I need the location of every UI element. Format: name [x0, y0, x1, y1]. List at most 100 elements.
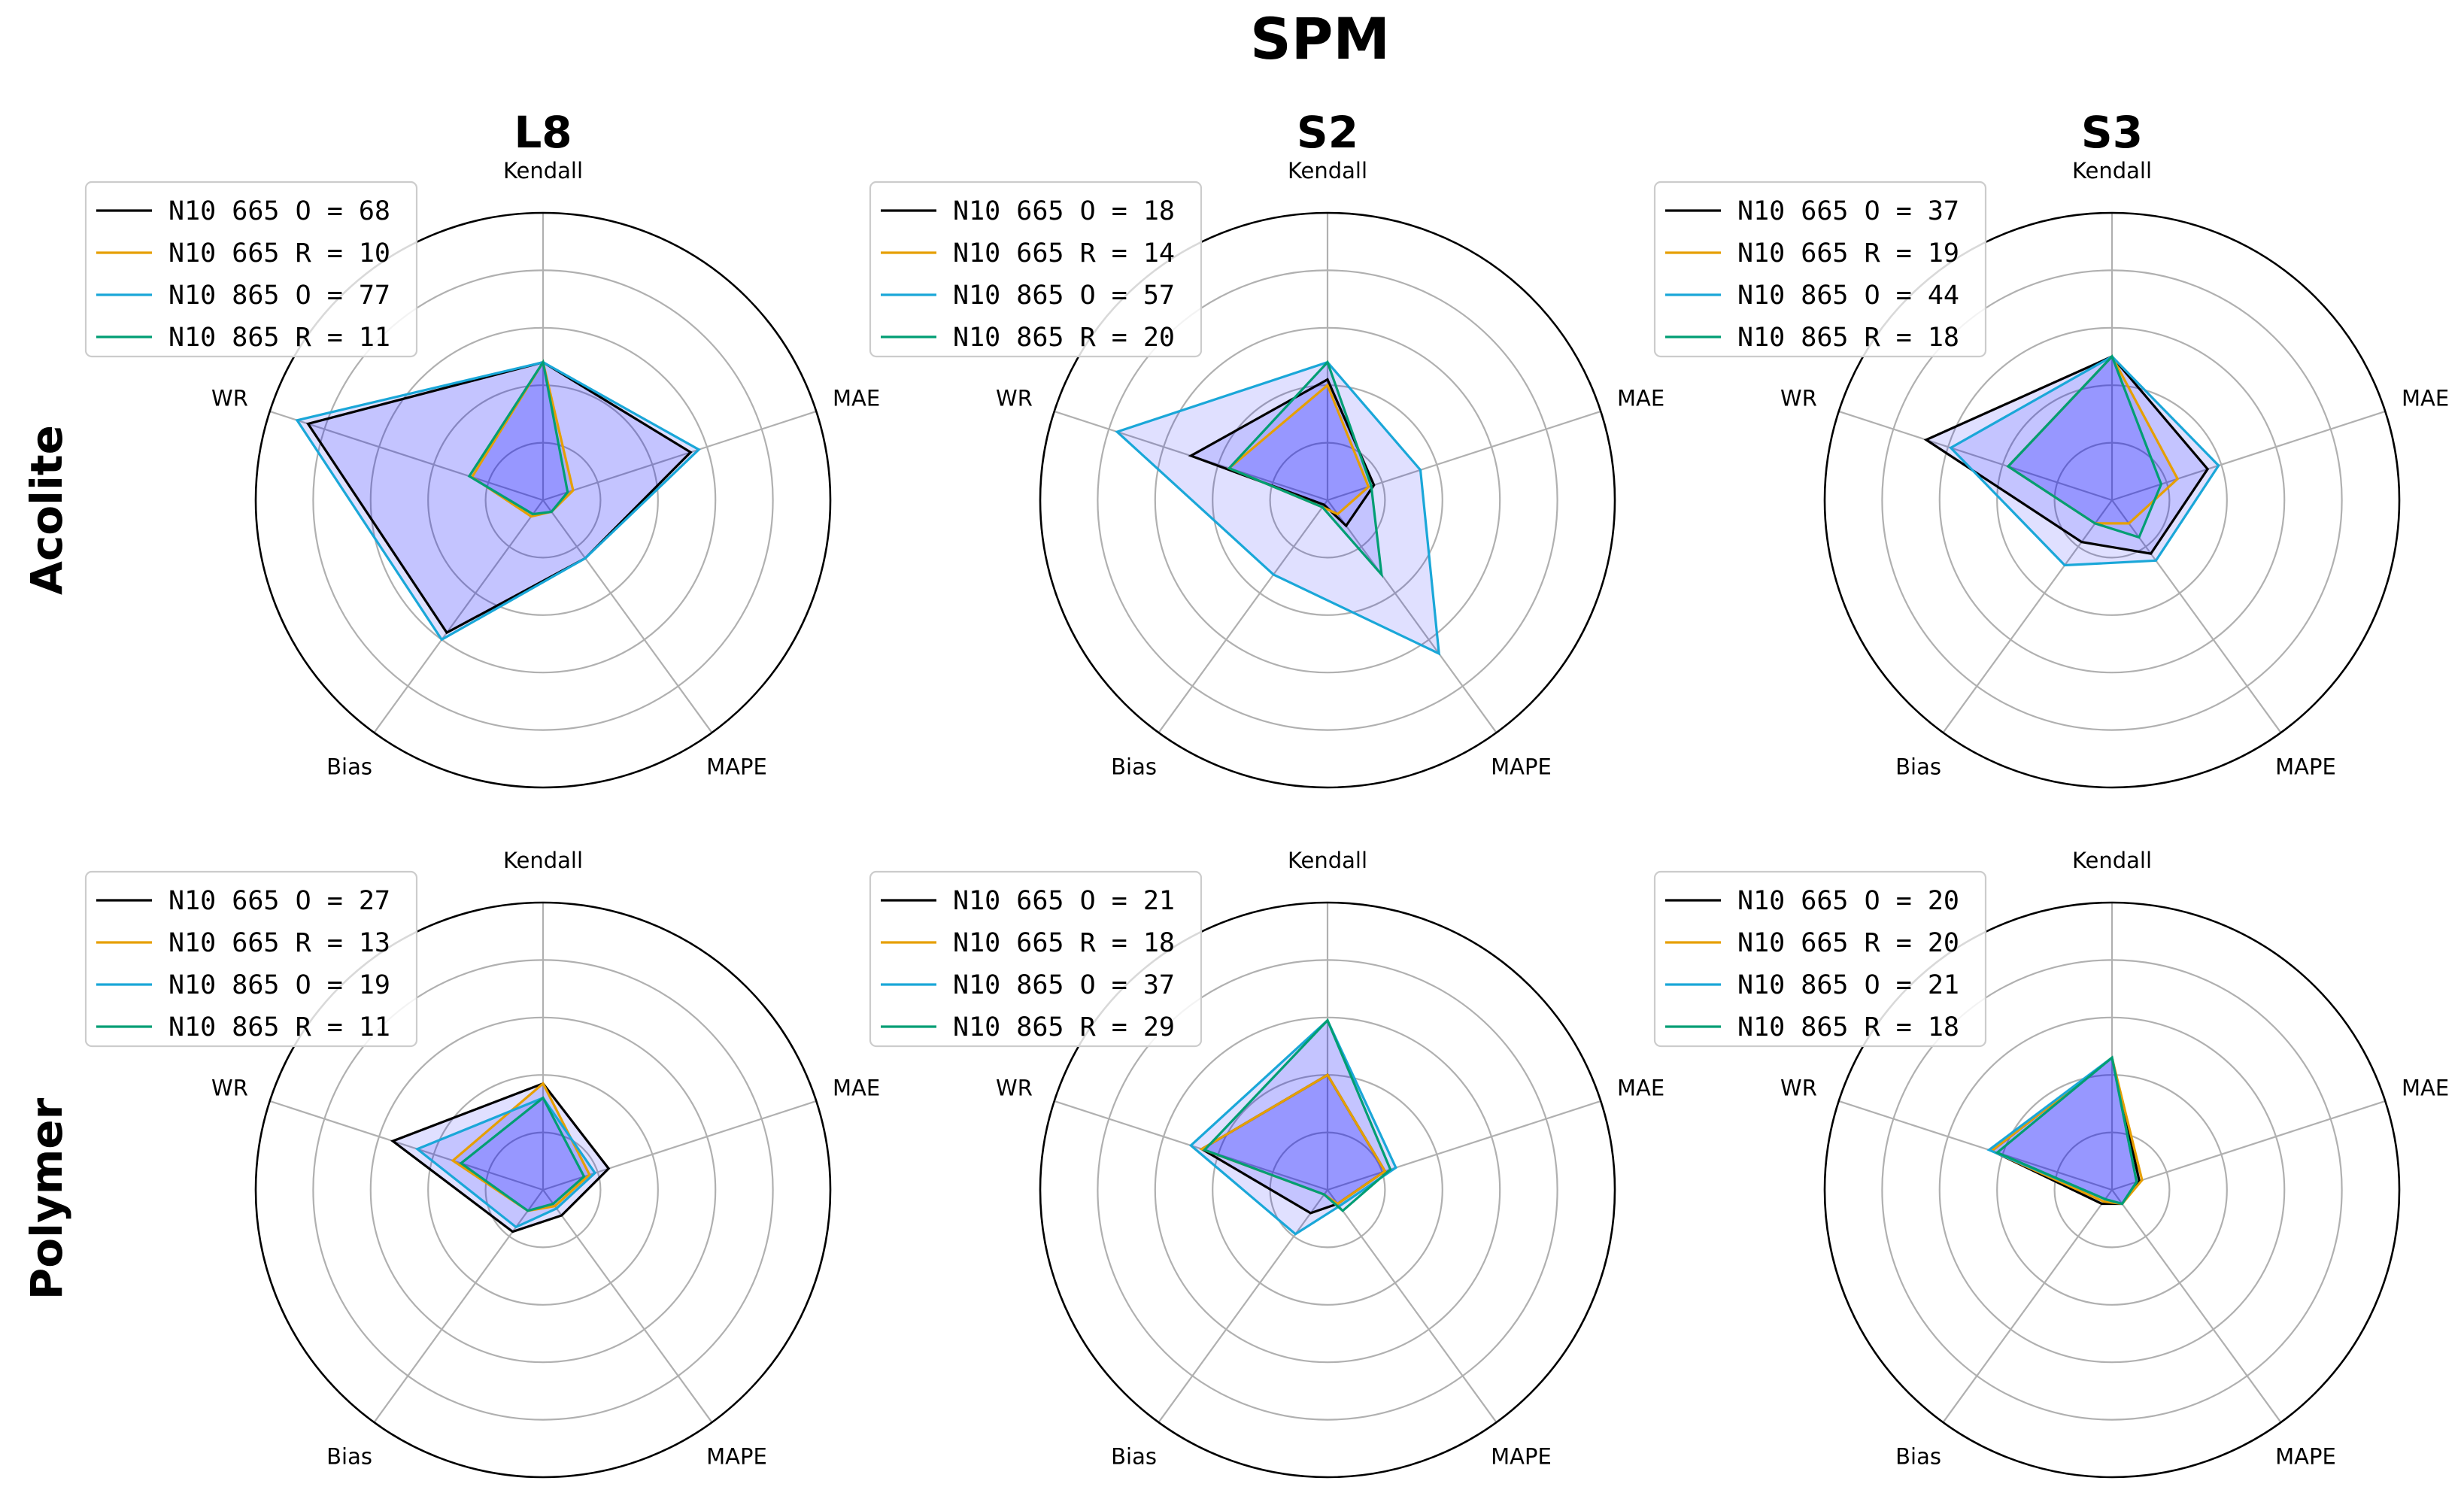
axis-label-kendall: Kendall	[2072, 848, 2152, 873]
series-fill-n10-865-o	[1950, 357, 2219, 566]
axis-label-kendall: Kendall	[503, 158, 583, 184]
legend-label-n10-665-o: N10 665 O = 37	[1737, 196, 1959, 226]
spoke-mape	[542, 1189, 713, 1423]
series-fill-n10-665-o	[1201, 1075, 1385, 1213]
series-line-n10-865-o	[295, 360, 701, 642]
series-line-n10-865-r	[459, 1096, 586, 1212]
column-title-s3: S3	[2081, 107, 2143, 158]
spoke-mape	[2111, 499, 2282, 733]
series-fill-n10-865-r	[461, 1097, 584, 1211]
series-line-n10-665-r	[1989, 1055, 2144, 1206]
figure-title: SPM	[1250, 5, 1390, 72]
series-line-n10-665-o	[1923, 355, 2210, 555]
legend-label-n10-665-o: N10 665 O = 20	[1737, 886, 1959, 916]
axis-label-bias: Bias	[1111, 1443, 1157, 1469]
series-line-n10-865-o	[1949, 355, 2220, 567]
legend-label-n10-865-r: N10 865 R = 18	[1737, 323, 1959, 353]
spoke-wr	[269, 410, 544, 502]
axis-label-mape: MAPE	[2275, 1443, 2336, 1469]
polar-frame	[1823, 901, 2401, 1479]
polar-frame	[254, 901, 832, 1479]
axis-label-mape: MAPE	[1491, 754, 1552, 779]
spoke-mae	[2111, 410, 2386, 502]
series-fill-n10-665-o	[1191, 379, 1374, 526]
row-title-polymer: Polymer	[21, 1097, 72, 1300]
legend-label-n10-865-r: N10 865 R = 18	[1737, 1012, 1959, 1042]
axis-label-wr: WR	[1780, 386, 1817, 411]
spoke-mape	[2111, 1189, 2282, 1423]
series-line-n10-865-r	[1995, 1055, 2138, 1206]
axis-label-wr: WR	[211, 1076, 248, 1101]
legend-label-n10-665-r: N10 665 R = 20	[1737, 928, 1959, 958]
spoke-mae	[542, 410, 817, 502]
series-line-n10-865-o	[414, 1096, 597, 1229]
series-fill-n10-665-r	[2007, 357, 2178, 523]
axis-label-kendall: Kendall	[1288, 158, 1367, 184]
series-fill-n10-865-o	[1117, 362, 1440, 654]
spoke-bias	[1942, 1189, 2113, 1423]
legend-label-n10-865-o: N10 865 O = 19	[168, 970, 390, 1000]
spoke-bias	[373, 1189, 544, 1423]
series-line-n10-665-r	[1227, 383, 1370, 516]
axis-label-mape: MAPE	[2275, 754, 2336, 779]
spoke-bias	[1158, 1189, 1328, 1423]
series-fill-n10-865-r	[2007, 357, 2162, 538]
axis-label-bias: Bias	[326, 754, 372, 779]
legend: N10 665 O = 27 N10 665 R = 13 N10 865 O = …	[84, 870, 418, 1048]
polar-frame	[254, 211, 832, 789]
series-line-n10-865-r	[1202, 1018, 1392, 1212]
row-title-acolite: Acolite	[21, 425, 72, 595]
polar-frame	[1823, 211, 2401, 789]
series-fill-n10-665-r	[472, 362, 573, 517]
spoke-wr	[1838, 410, 2113, 502]
series-fill-n10-865-r	[469, 362, 568, 514]
series-line-n10-665-o	[305, 360, 693, 635]
spoke-wr	[1838, 1100, 2113, 1191]
legend-label-n10-665-o: N10 665 O = 21	[953, 886, 1175, 916]
polar-frame	[1039, 901, 1616, 1479]
spoke-mape	[1327, 499, 1498, 733]
series-fill-n10-865-r	[1204, 1020, 1391, 1211]
spoke-mae	[2111, 1100, 2386, 1191]
series-fill-n10-665-r	[1201, 1075, 1385, 1204]
legend-label-n10-865-o: N10 865 O = 44	[1737, 281, 1959, 311]
spoke-bias	[1158, 499, 1328, 733]
series-line-n10-665-o	[1188, 378, 1376, 528]
column-title-s2: S2	[1297, 107, 1358, 158]
spoke-mae	[1327, 1100, 1601, 1191]
legend-frame	[869, 870, 1203, 1048]
series-line-n10-865-r	[1227, 360, 1384, 578]
series-line-n10-865-o	[1188, 1018, 1397, 1236]
legend: N10 665 O = 21 N10 665 R = 18 N10 865 O = …	[869, 870, 1203, 1048]
axis-label-wr: WR	[996, 386, 1033, 411]
legend: N10 665 O = 18 N10 665 R = 14 N10 865 O = …	[869, 181, 1203, 358]
series-fill-n10-865-o	[1191, 1020, 1396, 1234]
series-line-n10-865-o	[1115, 360, 1441, 656]
legend-label-n10-865-r: N10 865 R = 29	[953, 1012, 1175, 1042]
axis-label-mae: MAE	[1617, 386, 1664, 411]
legend-frame	[1653, 870, 1987, 1048]
legend-label-n10-865-r: N10 865 R = 20	[953, 323, 1175, 353]
axis-label-mape: MAPE	[706, 1443, 767, 1469]
legend-frame	[869, 181, 1203, 358]
legend-label-n10-865-r: N10 865 R = 11	[168, 323, 390, 353]
axis-label-mape: MAPE	[706, 754, 767, 779]
series-line-n10-665-o	[390, 1082, 611, 1233]
axis-label-bias: Bias	[1895, 754, 1941, 779]
axis-label-kendall: Kendall	[2072, 158, 2152, 184]
column-title-l8: L8	[514, 107, 572, 158]
series-line-n10-865-r	[467, 359, 569, 516]
legend-label-n10-865-o: N10 865 O = 57	[953, 281, 1175, 311]
axis-label-kendall: Kendall	[1288, 848, 1367, 873]
series-line-n10-865-r	[2006, 354, 2163, 539]
legend-label-n10-665-r: N10 665 R = 10	[168, 238, 390, 269]
axis-label-mae: MAE	[2402, 386, 2449, 411]
series-fill-n10-865-o	[417, 1097, 596, 1227]
axis-label-bias: Bias	[1895, 1443, 1941, 1469]
